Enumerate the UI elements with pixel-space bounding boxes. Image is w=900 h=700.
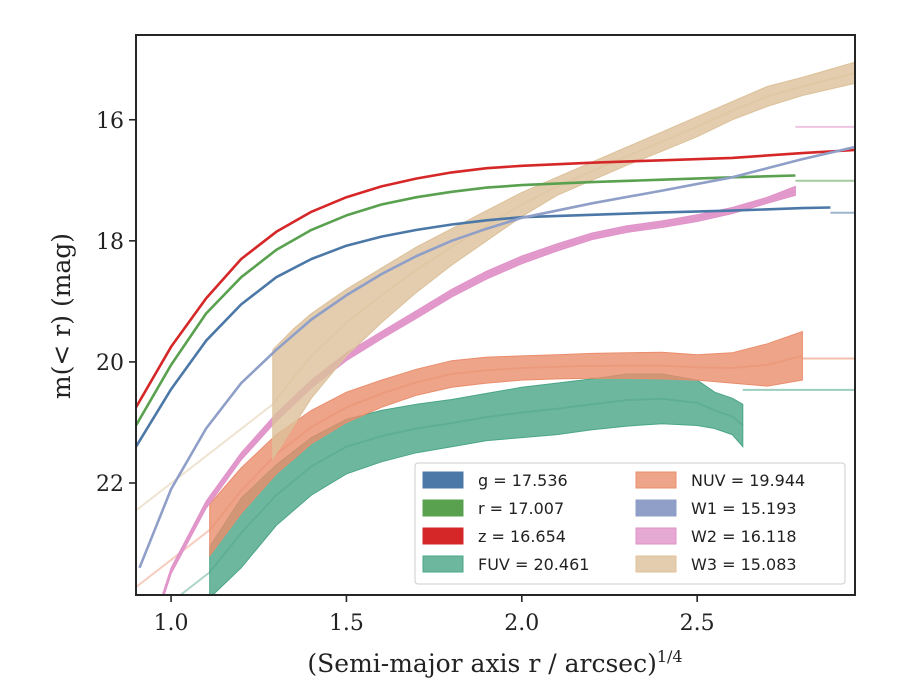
legend-label-g: g = 17.536	[478, 471, 568, 490]
x-axis-label: (Semi-major axis r / arcsec)1/4	[307, 647, 682, 678]
band-w3	[272, 61, 855, 461]
x-tick-label: 2.0	[504, 611, 539, 636]
legend-label-w2: W2 = 16.118	[691, 527, 797, 546]
legend-swatch-w1	[635, 499, 677, 517]
series-marks	[136, 61, 855, 595]
legend-swatch-fuv	[422, 555, 464, 573]
legend-label-z: z = 16.654	[478, 527, 566, 546]
legend-swatch-r	[422, 499, 464, 517]
legend-label-fuv: FUV = 20.461	[478, 555, 589, 574]
line-w1	[138, 145, 855, 569]
legend-label-r: r = 17.007	[478, 499, 564, 518]
model-curve-w3	[136, 71, 855, 512]
x-tick-label: 2.5	[680, 611, 715, 636]
line-z	[136, 148, 855, 408]
y-tick-label: 16	[96, 109, 124, 134]
legend-label-nuv: NUV = 19.944	[691, 471, 805, 490]
x-tick-label: 1.0	[154, 611, 189, 636]
x-tick-label: 1.5	[329, 611, 364, 636]
legend-swatch-w3	[635, 555, 677, 573]
legend-label-w3: W3 = 15.083	[691, 555, 797, 574]
line-r	[136, 174, 796, 427]
legend-swatch-z	[422, 527, 464, 545]
x-axis-ticks: 1.0 1.5 2.0 2.5	[154, 595, 715, 636]
legend-swatch-w2	[635, 527, 677, 545]
plot-frame	[135, 34, 856, 596]
legend-frame	[414, 462, 846, 585]
x-axis-label-text: (Semi-major axis r / arcsec)	[307, 649, 656, 678]
x-axis-label-exponent: 1/4	[657, 647, 683, 666]
line-g	[136, 206, 831, 448]
y-tick-label: 22	[96, 472, 124, 497]
legend-swatch-nuv	[635, 471, 677, 489]
legend-label-w1: W1 = 15.193	[691, 499, 797, 518]
legend-swatch-g	[422, 471, 464, 489]
legend: g = 17.536 r = 17.007 z = 16.654 FUV = 20.4…	[414, 462, 846, 585]
band-nuv	[209, 330, 803, 558]
y-axis-label: m(< r) (mag)	[47, 233, 76, 399]
y-tick-label: 20	[96, 351, 124, 376]
y-tick-label: 18	[96, 230, 124, 255]
y-axis-ticks: 16 18 20 22	[96, 109, 136, 497]
band-fuv	[209, 373, 744, 595]
